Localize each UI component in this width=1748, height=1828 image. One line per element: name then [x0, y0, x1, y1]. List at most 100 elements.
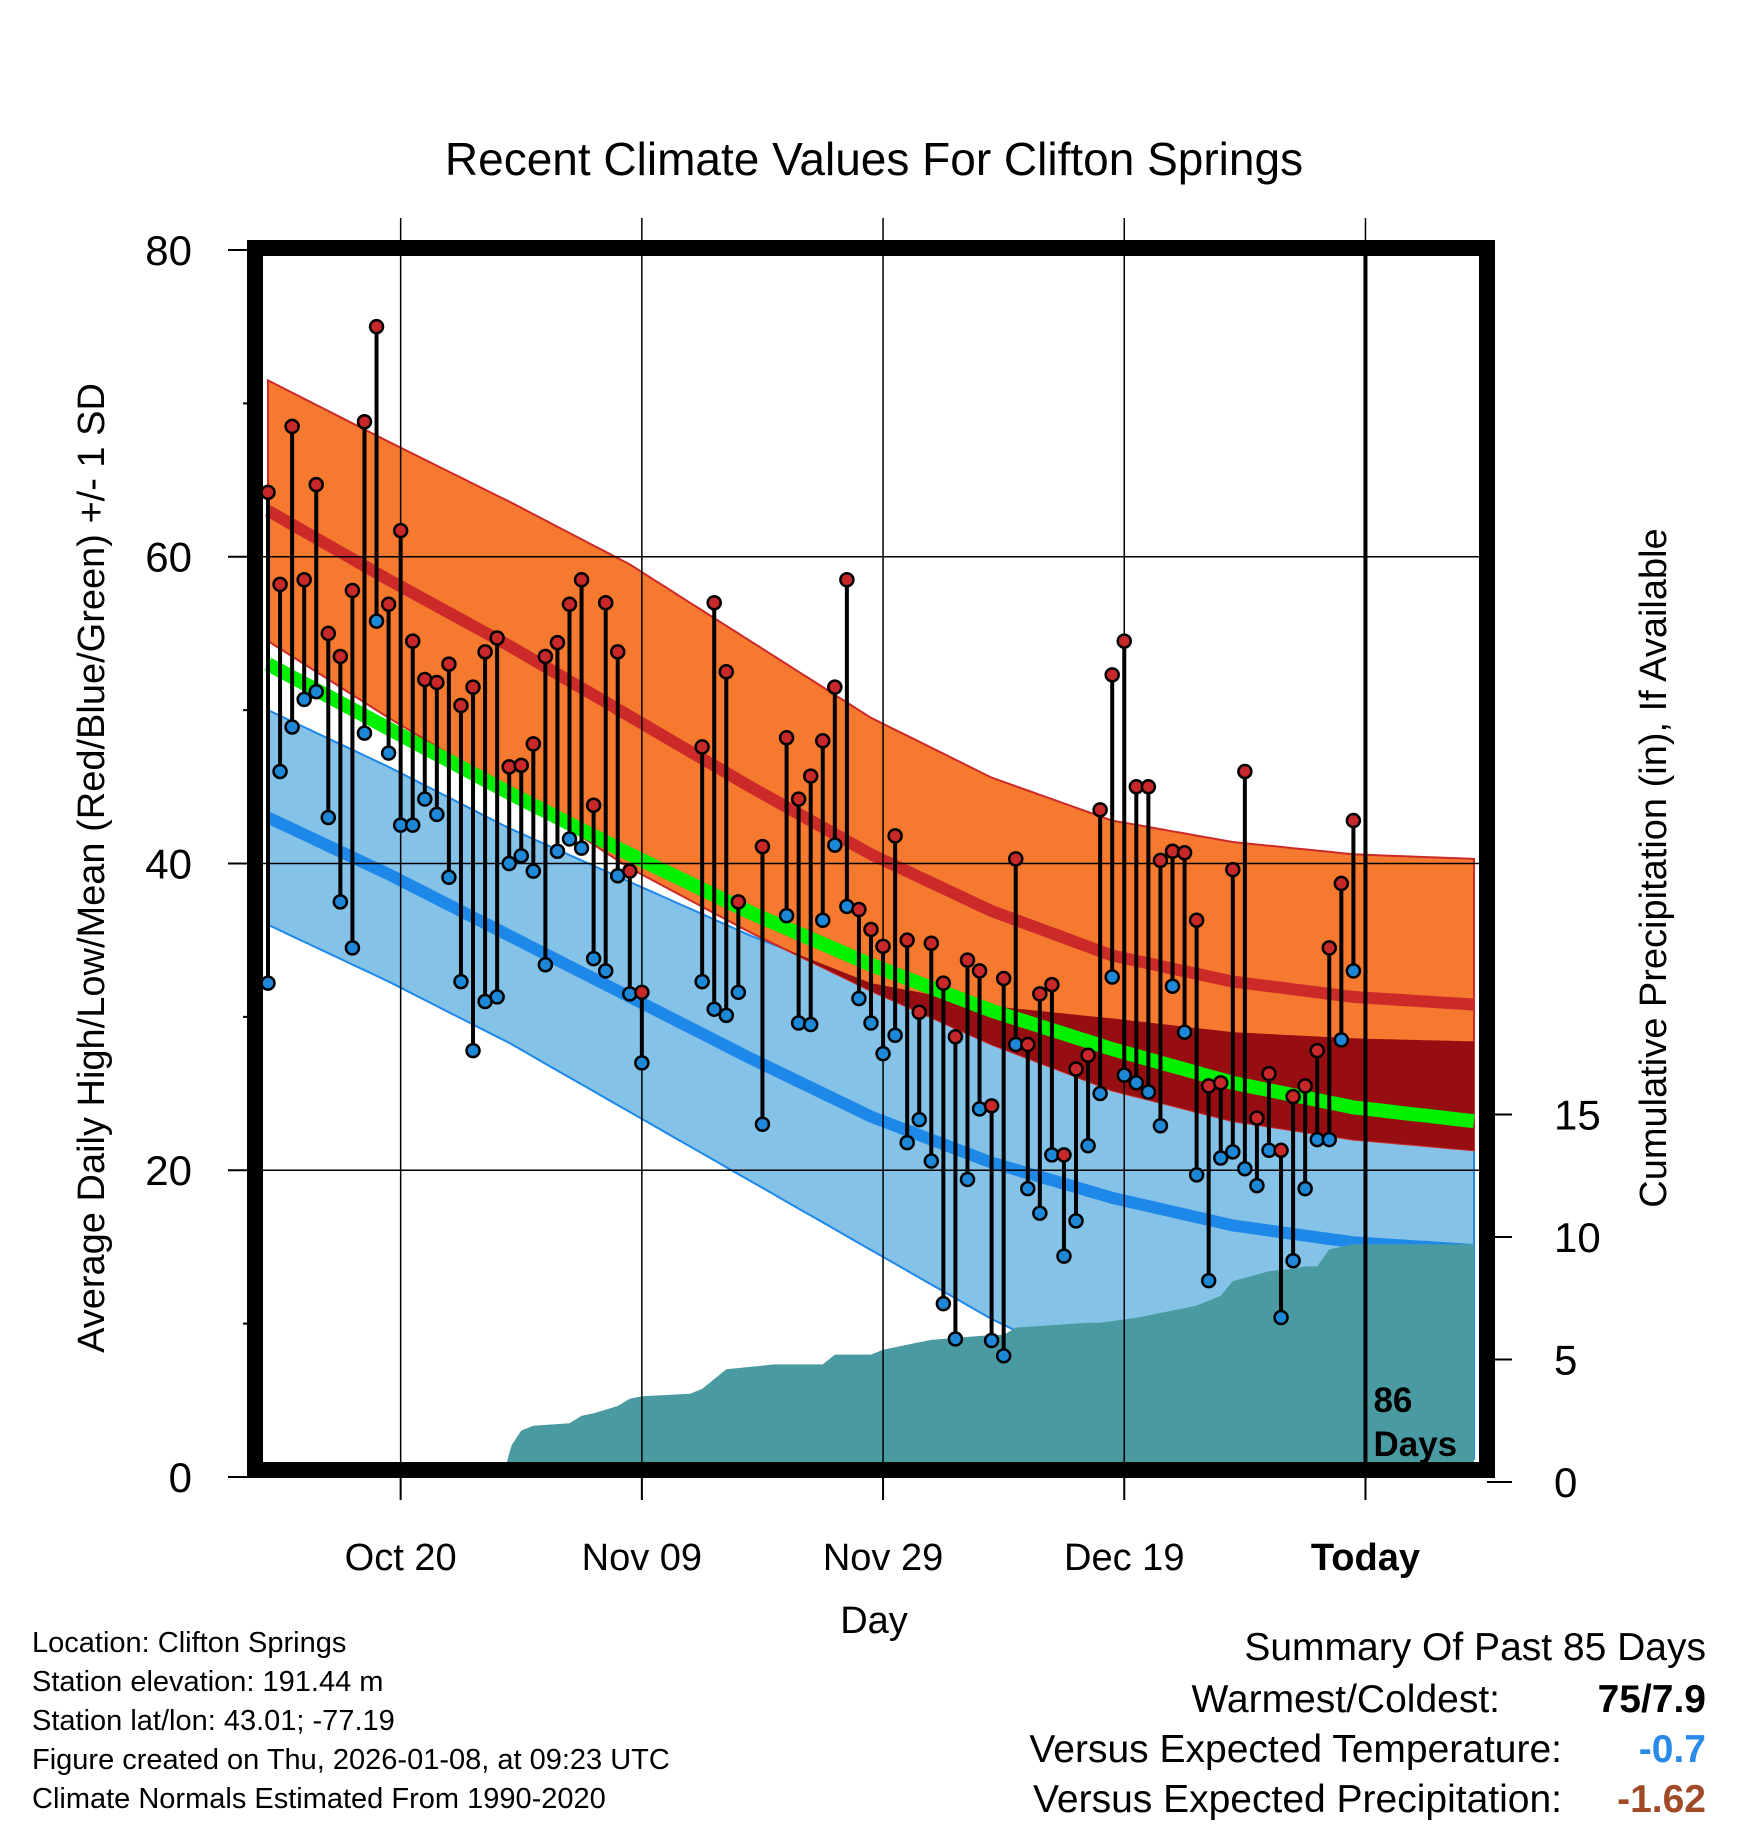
daily-low-point: [875, 1045, 891, 1062]
daily-low-point: [320, 809, 337, 826]
daily-low-point: [923, 1153, 940, 1169]
daily-low-point: [1020, 1180, 1036, 1197]
daily-high-point: [1249, 1110, 1265, 1126]
daily-high-point: [754, 838, 771, 855]
daily-low-point: [959, 1171, 976, 1188]
daily-low-point: [1333, 1032, 1350, 1048]
daily-high-point: [839, 572, 855, 588]
y-tick-label: 60: [145, 534, 192, 581]
daily-high-point: [1152, 852, 1169, 869]
x-tick-label: Dec 19: [1064, 1537, 1184, 1579]
daily-low-point: [525, 863, 542, 879]
x-tick-label: Nov 09: [582, 1537, 702, 1579]
daily-low-point: [1164, 978, 1181, 994]
daily-high-point: [971, 963, 988, 979]
daily-low-point: [802, 1016, 819, 1033]
daily-low-point: [296, 691, 312, 708]
daily-low-point: [344, 940, 361, 956]
daily-low-point: [1237, 1160, 1253, 1177]
daily-high-point: [308, 476, 324, 493]
daily-high-point: [537, 648, 554, 665]
chart-title: Recent Climate Values For Clifton Spring…: [445, 133, 1303, 185]
daily-high-point: [272, 576, 288, 593]
daily-high-point: [525, 736, 542, 752]
daily-low-point: [1128, 1075, 1145, 1091]
daily-high-point: [802, 768, 819, 784]
daily-high-point: [1237, 763, 1253, 780]
daily-low-point: [284, 719, 300, 735]
daily-low-point: [561, 831, 578, 847]
info-normals: Climate Normals Estimated From 1990-2020: [32, 1783, 606, 1815]
daily-high-point: [1104, 667, 1120, 683]
daily-high-point: [815, 733, 831, 749]
summary-warmest-value: 75/7.9: [1597, 1678, 1706, 1721]
daily-high-point: [1056, 1147, 1072, 1163]
daily-low-point: [1200, 1272, 1217, 1289]
daily-low-point: [1152, 1118, 1169, 1134]
daily-high-point: [477, 644, 493, 660]
daily-low-point: [441, 869, 457, 886]
days-count-label: 86: [1373, 1381, 1412, 1420]
daily-high-point: [561, 596, 578, 613]
daily-high-point: [429, 674, 445, 691]
summary-warmest-row: Warmest/Coldest: 75/7.9: [0, 1678, 1748, 1728]
daily-low-point: [1249, 1177, 1265, 1194]
daily-high-point: [573, 572, 590, 588]
daily-low-point: [935, 1295, 952, 1312]
daily-high-point: [320, 625, 337, 642]
daily-high-point: [368, 318, 385, 335]
daily-high-point: [863, 921, 879, 938]
daily-low-point: [260, 975, 276, 991]
summary-warmest-label: Warmest/Coldest:: [1191, 1678, 1500, 1721]
y2-tick-label: 15: [1554, 1092, 1601, 1139]
summary-precip-value: -1.62: [1617, 1778, 1706, 1821]
daily-high-point: [851, 901, 867, 918]
summary-precip-label: Versus Expected Precipitation:: [1033, 1778, 1562, 1821]
daily-low-point: [368, 613, 385, 629]
daily-low-point: [501, 855, 517, 872]
daily-low-point: [718, 1007, 735, 1024]
plot-frame: [247, 240, 1495, 1478]
daily-high-point: [1188, 912, 1205, 928]
daily-low-point: [1297, 1180, 1313, 1197]
daily-high-point: [1092, 802, 1108, 818]
daily-high-point: [634, 984, 650, 1001]
daily-high-point: [1116, 633, 1133, 649]
daily-low-point: [549, 843, 566, 859]
y2-axis-label: Cumulative Precipitation (in), If Availa…: [1633, 528, 1675, 1207]
x-tick-label: Oct 20: [345, 1537, 457, 1579]
daily-high-point: [899, 932, 915, 948]
daily-high-point: [947, 1029, 964, 1045]
daily-high-point: [441, 656, 457, 672]
daily-high-point: [1068, 1061, 1084, 1077]
daily-high-point: [622, 863, 638, 879]
daily-high-point: [1345, 812, 1362, 829]
y-tick-label: 80: [145, 227, 192, 274]
y-axis-label: Average Daily High/Low/Mean (Red/Blue/Gr…: [71, 383, 113, 1353]
daily-high-point: [911, 1004, 927, 1021]
summary-temp-value: -0.7: [1638, 1728, 1706, 1771]
daily-low-point: [380, 745, 397, 761]
daily-low-point: [1285, 1252, 1301, 1269]
y-tick-label: 20: [145, 1147, 192, 1194]
daily-high-point: [875, 938, 891, 955]
daily-low-point: [465, 1042, 481, 1059]
daily-low-point: [1056, 1248, 1072, 1264]
daily-high-point: [597, 595, 614, 611]
daily-low-point: [851, 990, 867, 1007]
precipitation-area: [504, 1244, 1474, 1470]
info-latlon: Station lat/lon: 43.01; -77.19: [32, 1705, 395, 1737]
daily-low-point: [489, 989, 505, 1005]
daily-low-point: [899, 1134, 915, 1151]
daily-low-point: [429, 806, 445, 823]
daily-high-point: [585, 797, 602, 813]
daily-high-point: [284, 418, 300, 435]
daily-low-point: [1188, 1167, 1205, 1183]
daily-high-point: [1309, 1042, 1325, 1059]
info-location: Location: Clifton Springs: [32, 1627, 347, 1659]
daily-low-point: [1104, 969, 1120, 985]
daily-low-point: [1032, 1205, 1048, 1221]
daily-high-point: [549, 634, 566, 651]
daily-high-point: [887, 828, 903, 844]
